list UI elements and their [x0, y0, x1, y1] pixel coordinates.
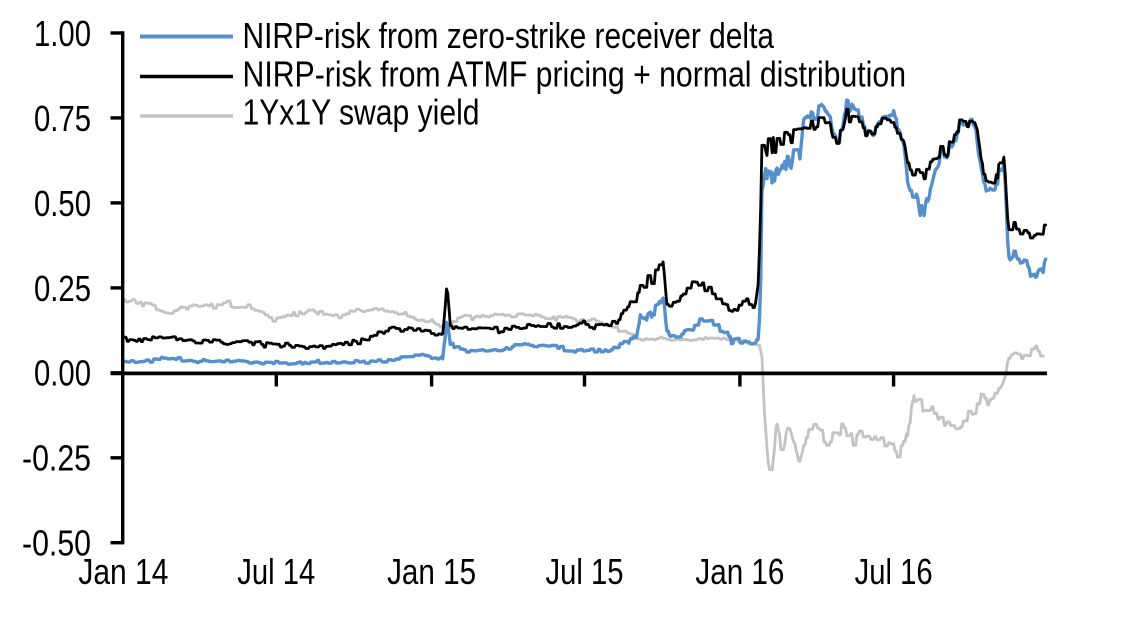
svg-text:0.75: 0.75	[34, 98, 91, 139]
svg-text:0.50: 0.50	[34, 183, 91, 224]
svg-text:1Yx1Y swap yield: 1Yx1Y swap yield	[243, 92, 480, 133]
svg-text:1.00: 1.00	[34, 13, 91, 54]
svg-text:NIRP-risk from zero-strike rec: NIRP-risk from zero-strike receiver delt…	[243, 15, 775, 56]
svg-text:Jan 15: Jan 15	[387, 551, 476, 592]
svg-text:Jan 14: Jan 14	[78, 551, 168, 592]
svg-text:-0.50: -0.50	[22, 523, 91, 564]
svg-text:Jul 15: Jul 15	[546, 551, 624, 592]
svg-text:0.25: 0.25	[34, 268, 91, 309]
svg-text:NIRP-risk from ATMF pricing +: NIRP-risk from ATMF pricing + normal dis…	[243, 53, 907, 94]
svg-text:Jan 16: Jan 16	[695, 551, 784, 592]
svg-text:Jul 14: Jul 14	[237, 551, 315, 592]
svg-text:-0.25: -0.25	[22, 438, 91, 479]
svg-text:0.00: 0.00	[34, 353, 91, 394]
svg-text:Jul 16: Jul 16	[855, 551, 933, 592]
